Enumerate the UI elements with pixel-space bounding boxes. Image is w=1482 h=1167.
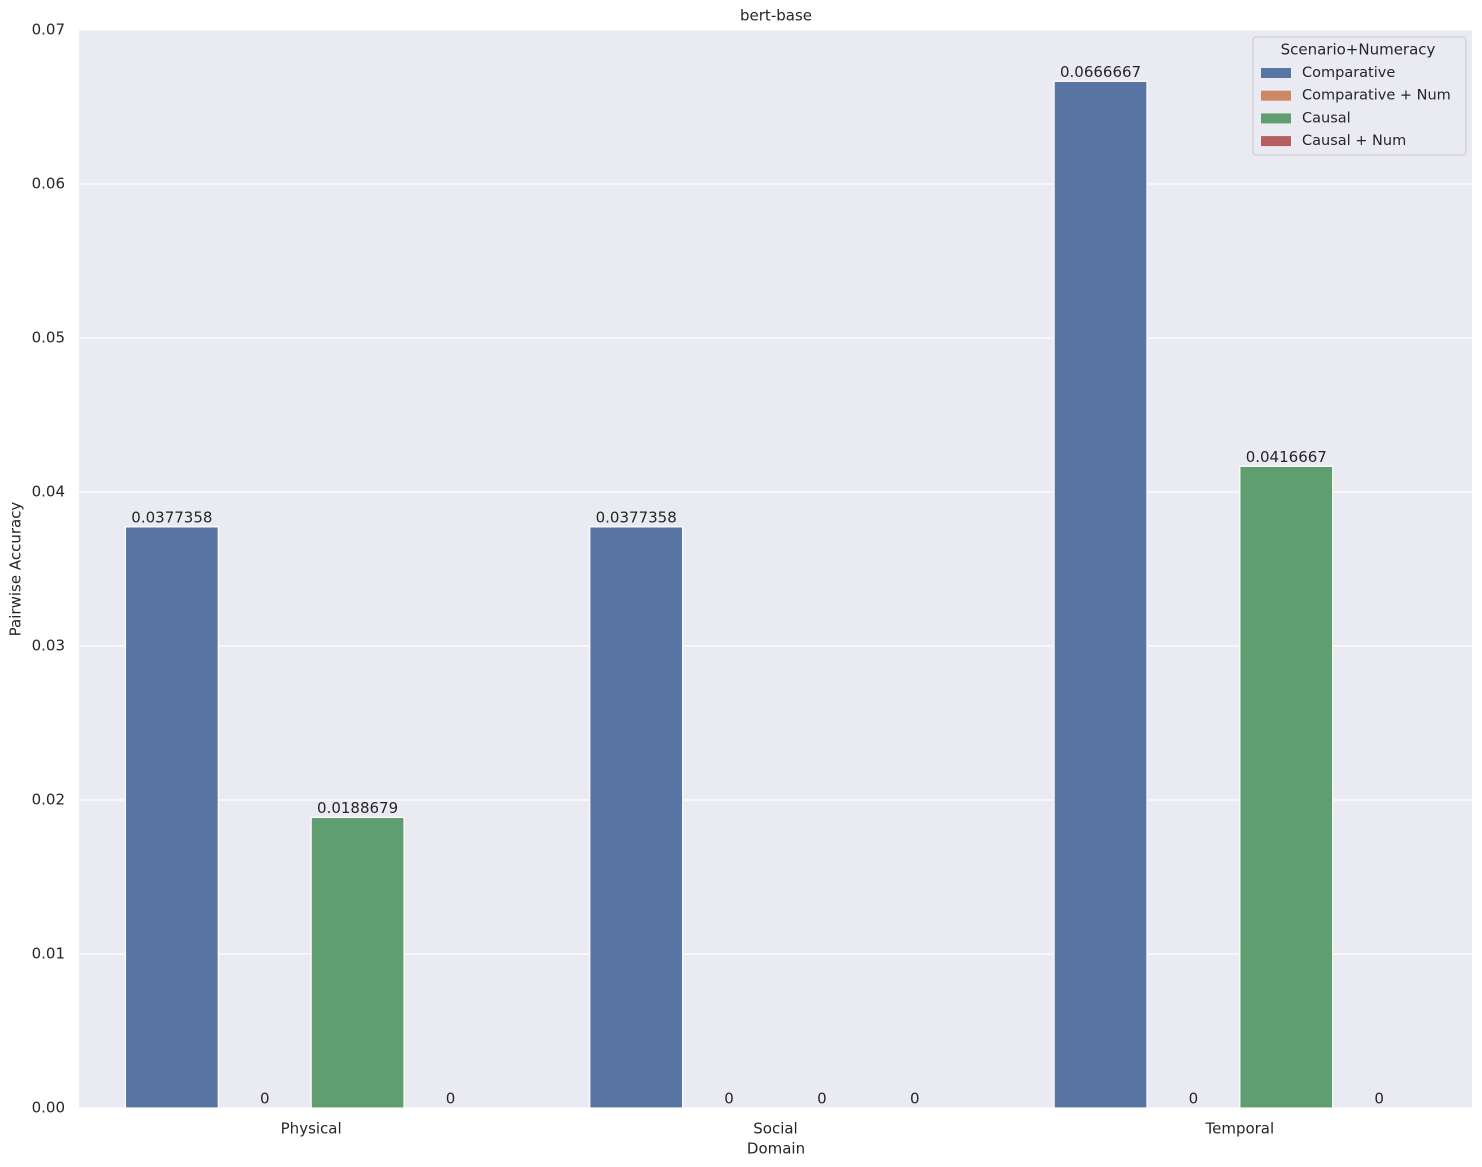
data-label: 0	[1189, 1090, 1199, 1108]
data-label: 0	[724, 1090, 734, 1108]
legend-label: Causal	[1302, 110, 1351, 126]
y-tick-label: 0.04	[32, 483, 65, 501]
x-tick-label: Temporal	[1204, 1120, 1274, 1138]
y-axis-label: Pairwise Accuracy	[7, 502, 25, 637]
legend-swatch	[1261, 113, 1291, 124]
data-label: 0.0666667	[1060, 63, 1141, 81]
data-label: 0	[817, 1090, 827, 1108]
bar	[1239, 465, 1334, 1109]
data-label: 0	[910, 1090, 920, 1108]
data-label: 0.0188679	[317, 799, 398, 817]
data-label: 0	[446, 1090, 456, 1108]
y-tick-label: 0.02	[32, 791, 65, 809]
bar	[1053, 80, 1148, 1109]
legend-swatch	[1261, 90, 1291, 101]
legend-title: Scenario+Numeracy	[1281, 41, 1436, 59]
legend-box	[1252, 36, 1467, 156]
y-tick-label: 0.03	[32, 637, 65, 655]
legend-label: Comparative + Num	[1302, 88, 1451, 104]
data-label: 0	[260, 1090, 270, 1108]
x-axis-label: Domain	[747, 1140, 805, 1158]
y-tick-label: 0.07	[32, 21, 65, 39]
bar	[310, 816, 405, 1109]
x-tick-label: Physical	[281, 1120, 342, 1138]
y-tick-label: 0.00	[32, 1099, 65, 1117]
bar	[124, 526, 219, 1109]
data-label: 0.0416667	[1246, 448, 1327, 466]
x-tick-label: Social	[753, 1120, 797, 1138]
y-tick-label: 0.01	[32, 945, 65, 963]
legend-label: Comparative	[1302, 65, 1395, 81]
y-tick-label: 0.06	[32, 175, 65, 193]
data-label: 0.0377358	[131, 508, 212, 526]
bar	[589, 526, 684, 1109]
data-label: 0.0377358	[596, 508, 677, 526]
legend-swatch	[1261, 136, 1291, 147]
y-tick-label: 0.05	[32, 329, 65, 347]
legend-swatch	[1261, 68, 1291, 78]
data-label: 0	[1374, 1090, 1384, 1108]
chart-title: bert-base	[740, 7, 812, 25]
legend-label: Causal + Num	[1302, 133, 1406, 149]
